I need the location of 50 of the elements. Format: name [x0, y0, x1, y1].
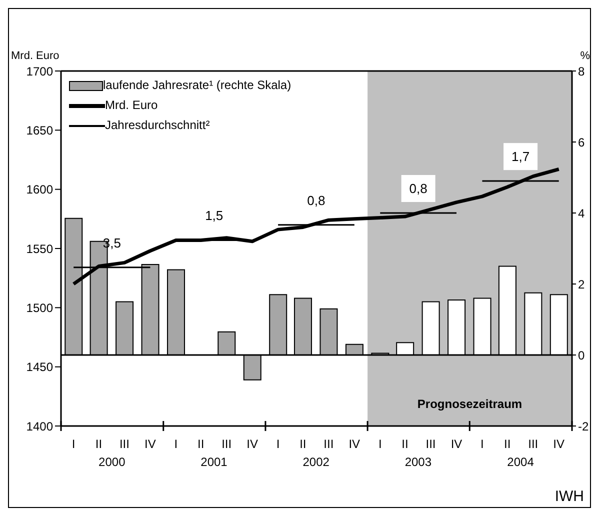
y-tick-label: 1450	[26, 360, 54, 374]
annotation: 0,8	[409, 181, 428, 196]
text: IV	[450, 437, 462, 451]
text: I	[276, 437, 280, 451]
y2-tick-label: 6	[578, 135, 585, 150]
text: III	[324, 437, 334, 451]
x-tick-label: 2002	[302, 455, 330, 469]
y2-tick-label: 8	[578, 64, 585, 78]
text: III	[426, 437, 436, 451]
text: II	[402, 437, 408, 451]
annotation: 0,8	[307, 192, 326, 208]
legend-label: Mrd. Euro	[105, 98, 158, 112]
text: I	[72, 437, 76, 451]
y-axis-title: Mrd. Euro	[11, 50, 60, 62]
x-tick-label: 2003	[404, 455, 432, 469]
text: I	[480, 437, 484, 451]
band-label: Prognosezeitraum	[417, 397, 522, 411]
y-tick-label: 1550	[26, 242, 54, 256]
text: II	[300, 437, 306, 451]
text: II	[95, 437, 102, 451]
y2-tick-label: 2	[578, 277, 585, 292]
text: IV	[553, 437, 565, 451]
text: IV	[348, 437, 360, 451]
text: IV	[246, 437, 258, 451]
legend-label: Jahresdurchschnitt²	[105, 118, 210, 132]
y2-tick-label: -2	[578, 419, 589, 434]
annotation: 3,5	[102, 235, 121, 250]
text: III	[528, 437, 538, 451]
y-tick-label: 1600	[26, 182, 54, 197]
text: II	[504, 437, 511, 451]
x-tick-label: 2001	[200, 455, 228, 469]
text: IV	[144, 437, 156, 451]
x-tick-label: 2004	[507, 455, 534, 469]
annotation: 1,5	[205, 208, 224, 224]
y2-tick-label: 0	[578, 348, 585, 362]
legend-label: laufende Jahresrate¹ (rechte Skala)	[103, 78, 292, 92]
y2-tick-label: 4	[578, 206, 585, 220]
text: I	[174, 437, 178, 451]
text: I	[378, 437, 382, 451]
x-tick-label: 2000	[98, 455, 126, 469]
y-tick-label: 1650	[26, 123, 54, 138]
annotation: 1,7	[511, 149, 530, 164]
text: IWH	[554, 488, 584, 505]
y-tick-label: 1700	[26, 64, 54, 78]
y-tick-label: 1400	[26, 419, 54, 434]
text: III	[119, 437, 130, 451]
y-tick-label: 1500	[26, 300, 54, 315]
y2-axis-title: %	[580, 50, 590, 62]
text: III	[222, 437, 232, 451]
text: II	[198, 437, 204, 451]
